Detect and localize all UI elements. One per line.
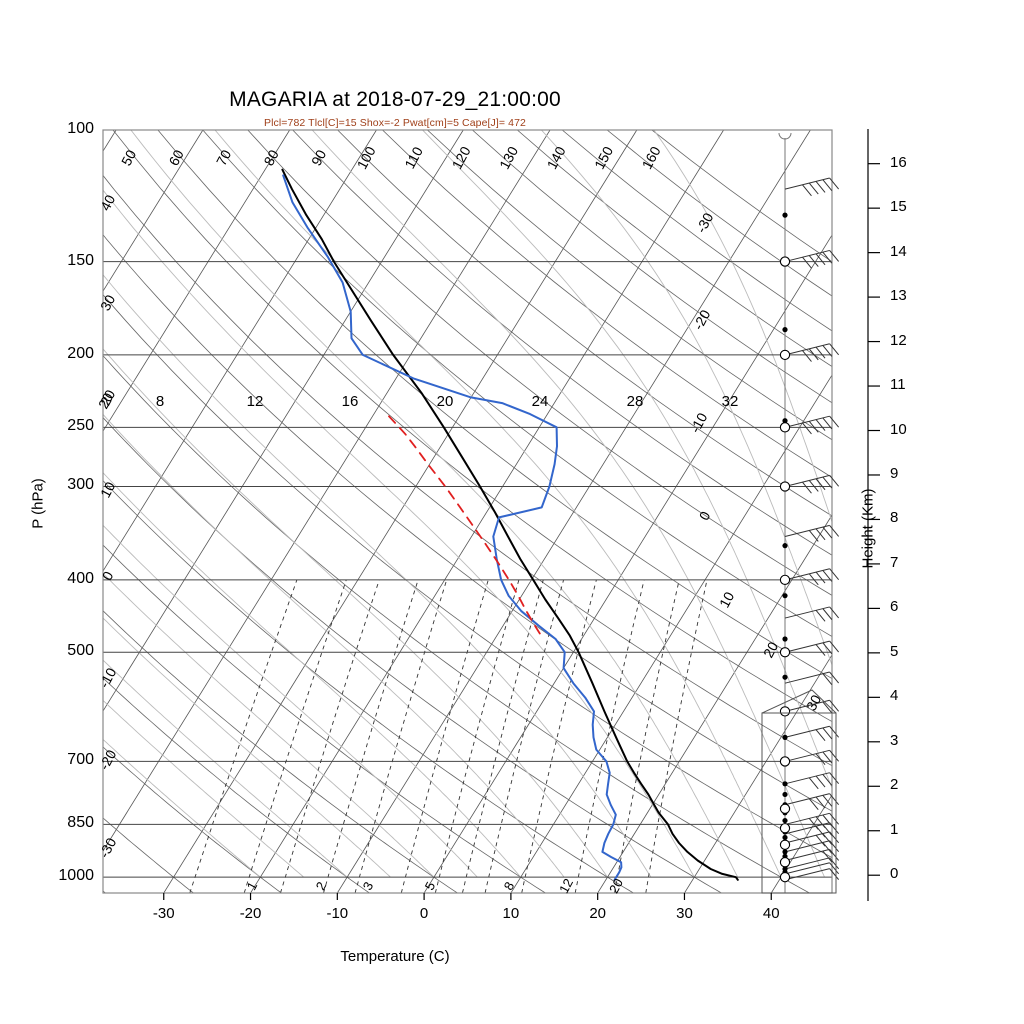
pressure-tick-250: 250	[67, 417, 94, 435]
contour-label: 20	[606, 876, 626, 896]
pressure-tick-100: 100	[67, 120, 94, 137]
series-temperature	[281, 168, 739, 881]
page-title: MAGARIA at 2018-07-29_21:00:00	[229, 88, 561, 111]
contour-label: 3	[360, 879, 377, 892]
contour-label: 5	[422, 879, 439, 892]
pressure-tick-400: 400	[67, 569, 94, 587]
height-tick-9: 9	[890, 464, 899, 482]
sounding-stats: Plcl=782 Tlcl[C]=15 Shox=-2 Pwat[cm]=5 C…	[263, 117, 526, 129]
contour-label: 10	[716, 589, 738, 610]
height-tick-5: 5	[890, 642, 899, 660]
contour-label: 10	[97, 479, 119, 500]
contour-label: 8	[501, 879, 518, 892]
height-tick-1: 1	[890, 820, 899, 838]
contour-label: 20	[97, 387, 119, 408]
contour-label: 40	[97, 192, 119, 213]
contour-label: -30	[693, 210, 717, 236]
pressure-tick-700: 700	[67, 751, 94, 769]
contour-label: 28	[627, 393, 644, 410]
height-tick-6: 6	[890, 598, 899, 616]
height-tick-13: 13	[890, 287, 907, 305]
temperature-tick-30: 30	[676, 905, 693, 922]
contour-label: 150	[591, 143, 616, 171]
contour-label: -10	[687, 410, 711, 436]
temperature-tick-10: 10	[502, 905, 520, 922]
temperature-tick-20: 20	[589, 905, 607, 922]
contour-label: 0	[99, 568, 117, 583]
height-tick-3: 3	[890, 731, 899, 749]
wind-barb-column	[778, 132, 840, 893]
pressure-tick-1000: 1000	[58, 867, 94, 885]
height-tick-0: 0	[890, 865, 899, 883]
pressure-tick-200: 200	[67, 344, 94, 362]
contour-label: 20	[437, 393, 454, 410]
contour-label: 20	[95, 390, 117, 411]
contour-label: -10	[96, 665, 120, 691]
pressure-tick-850: 850	[67, 814, 94, 832]
temperature-tick--30: -30	[152, 905, 175, 922]
pressure-tick-500: 500	[67, 642, 94, 660]
x-axis-label: Temperature (C)	[340, 948, 450, 965]
contour-label: 160	[639, 143, 664, 171]
height-tick-2: 2	[890, 776, 899, 794]
temperature-tick-0: 0	[419, 905, 429, 922]
contour-label: 90	[308, 147, 330, 168]
series-dewpoint	[282, 174, 623, 881]
height-tick-12: 12	[890, 331, 907, 349]
height-tick-4: 4	[890, 687, 899, 705]
height-tick-11: 11	[890, 376, 906, 394]
height-tick-8: 8	[890, 509, 899, 527]
contour-label: 24	[532, 393, 549, 410]
contour-label: 30	[97, 292, 119, 313]
contour-label: 140	[544, 143, 569, 171]
contour-label: 130	[496, 143, 521, 171]
height-tick-14: 14	[890, 242, 907, 260]
contour-label: 80	[260, 147, 282, 168]
height-tick-7: 7	[890, 553, 899, 571]
height-tick-16: 16	[890, 153, 907, 171]
contour-label: 70	[213, 147, 235, 168]
contour-label: 2	[313, 879, 330, 892]
series-parcel-path	[386, 413, 541, 635]
contour-label: -20	[96, 747, 120, 773]
height-tick-15: 15	[890, 198, 907, 216]
contour-label: -30	[96, 835, 120, 861]
contour-label: 12	[247, 393, 264, 410]
temperature-tick--20: -20	[239, 905, 262, 922]
contour-label: 0	[696, 508, 714, 523]
temperature-tick-40: 40	[762, 905, 780, 922]
contour-label: 60	[165, 147, 187, 168]
contour-label: 16	[342, 393, 359, 410]
height-tick-10: 10	[890, 420, 907, 438]
contour-label: 20	[760, 639, 782, 660]
contour-label: -20	[690, 307, 714, 333]
contour-label: 50	[118, 147, 140, 168]
contour-label: 8	[156, 393, 164, 410]
pressure-tick-150: 150	[67, 251, 94, 269]
temperature-tick--10: -10	[326, 905, 349, 922]
pressure-tick-300: 300	[67, 476, 94, 494]
contour-label: 32	[722, 393, 739, 410]
contour-label: 12	[556, 876, 576, 896]
contour-label: 110	[401, 144, 426, 171]
